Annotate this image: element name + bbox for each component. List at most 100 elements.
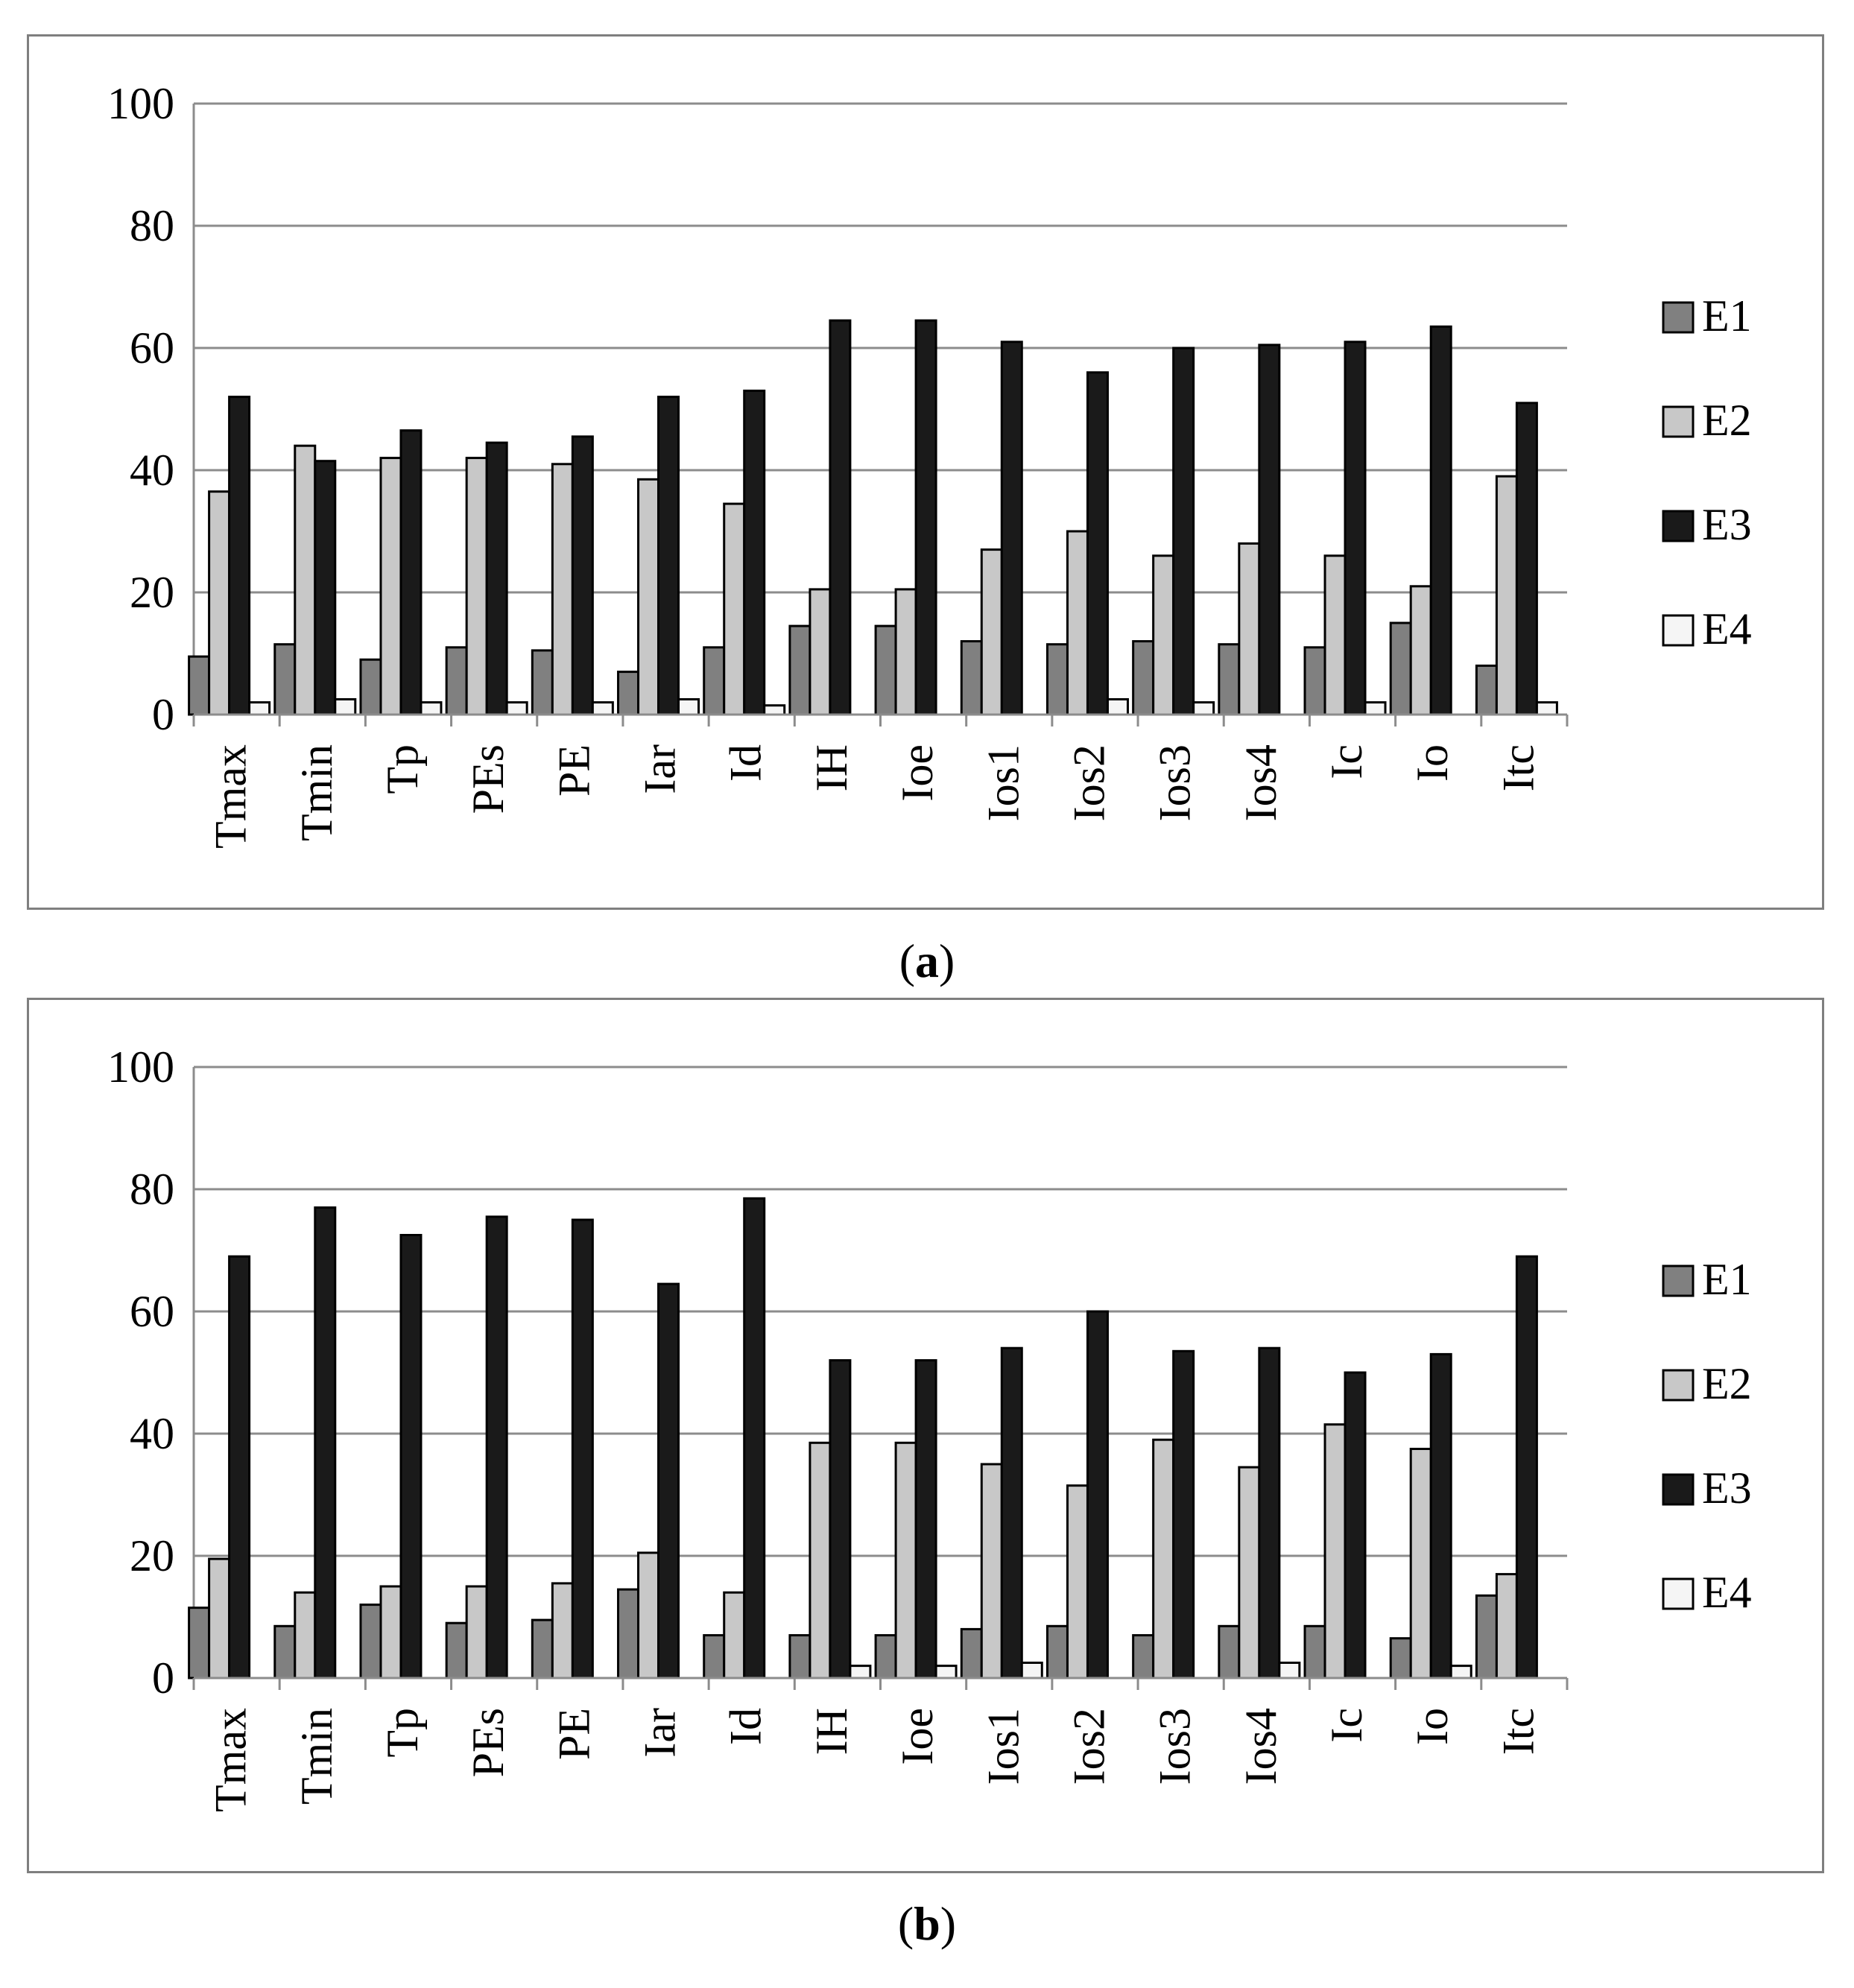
legend-swatch-e2 <box>1662 1369 1695 1402</box>
legend-swatch-e4 <box>1662 614 1695 647</box>
legend-swatch-e2 <box>1662 405 1695 438</box>
bar-e3-ih <box>829 1359 852 1680</box>
bar-e1-ioe <box>874 1634 897 1680</box>
bar-e2-ios3 <box>1152 554 1175 716</box>
legend-label-e2: E2 <box>1702 1359 1752 1408</box>
x-tick-label: Tmax <box>206 744 256 849</box>
bar-e3-ic <box>1344 341 1367 716</box>
bar-e3-ios1 <box>1000 341 1023 716</box>
bar-e1-ios3 <box>1132 640 1155 716</box>
bar-e3-io <box>1429 1352 1452 1680</box>
bar-e3-ios1 <box>1000 1346 1023 1680</box>
bar-e1-tmax <box>188 1606 211 1680</box>
x-tick-label: PEs <box>464 1708 513 1777</box>
x-tick-label: Tmin <box>292 1708 341 1805</box>
x-tick-label: Ios2 <box>1064 744 1113 821</box>
bar-e1-ios4 <box>1218 643 1241 716</box>
bar-e1-itc <box>1475 664 1498 716</box>
y-tick-label: 0 <box>152 1653 174 1703</box>
bar-e2-ios3 <box>1152 1438 1175 1680</box>
x-tick-label: Itc <box>1493 744 1543 791</box>
bar-e1-ic <box>1303 646 1326 716</box>
x-tick-label: PEs <box>464 744 513 814</box>
bar-e1-pes <box>445 646 468 716</box>
bar-e3-iar <box>657 1282 680 1680</box>
x-tick-label: Itc <box>1493 1708 1543 1755</box>
bar-e2-tmin <box>294 444 317 716</box>
y-tick-label: 40 <box>130 446 174 495</box>
bar-chart-a: 0 20 40 60 80 100 Tmax Tmin Tp PEs PE Iar Id IH Ioe Ios… <box>107 79 1752 849</box>
bar-e3-pe <box>571 435 594 716</box>
bar-e3-tp <box>399 429 423 716</box>
bar-e1-iar <box>617 1588 640 1680</box>
legend-label-e4: E4 <box>1702 1568 1752 1617</box>
y-tick-label: 60 <box>130 1287 174 1336</box>
bar-e3-pe <box>571 1218 594 1680</box>
bar-e3-ios4 <box>1258 344 1281 716</box>
bar-e2-iar <box>637 478 660 716</box>
bar-e3-pes <box>485 1215 508 1680</box>
bar-e2-ic <box>1323 1423 1347 1680</box>
bar-e2-itc <box>1495 475 1518 716</box>
y-tick-label: 80 <box>130 1165 174 1214</box>
legend-swatch-e3 <box>1662 510 1695 542</box>
bar-e2-ios4 <box>1238 1466 1261 1680</box>
bar-e3-tmax <box>228 1255 251 1680</box>
bar-e1-ioe <box>874 624 897 716</box>
x-tick-label: Ios1 <box>978 744 1028 821</box>
panel-caption-a: (a) <box>899 934 955 987</box>
bar-e2-ios1 <box>980 1463 1003 1680</box>
bar-e2-ioe <box>894 588 917 716</box>
bar-e2-io <box>1409 585 1432 716</box>
bar-e1-ih <box>788 1634 811 1680</box>
x-tick-label: PE <box>549 1708 598 1760</box>
bar-e4-io <box>1449 1665 1472 1680</box>
bar-e2-pes <box>465 457 488 716</box>
x-tick-label: Ios3 <box>1151 744 1200 821</box>
legend-label-e2: E2 <box>1702 396 1752 445</box>
bar-e3-pes <box>485 441 508 716</box>
bar-e4-id <box>763 704 786 716</box>
bar-e2-io <box>1409 1448 1432 1680</box>
x-tick-label: Io <box>1408 744 1457 782</box>
bar-e4-pe <box>591 701 614 716</box>
bar-e3-ioe <box>914 1359 937 1680</box>
legend-label-e1: E1 <box>1702 1255 1752 1304</box>
bar-e4-tmax <box>248 701 271 716</box>
x-tick-label: Id <box>721 744 771 782</box>
x-tick-label: Ios1 <box>978 1708 1028 1785</box>
bar-e4-ioe <box>934 1665 958 1680</box>
bar-e1-ic <box>1303 1624 1326 1680</box>
bar-e1-ios3 <box>1132 1634 1155 1680</box>
bar-e4-iar <box>677 698 700 716</box>
legend-label-e1: E1 <box>1702 291 1752 341</box>
y-tick-label: 100 <box>107 79 174 128</box>
legend-swatch-e1 <box>1662 301 1695 334</box>
legend-swatch-e1 <box>1662 1264 1695 1297</box>
bar-e4-tmin <box>334 698 357 716</box>
x-tick-label: Ic <box>1322 744 1371 779</box>
x-tick-label: Id <box>721 1708 771 1745</box>
x-tick-label: Ioe <box>893 744 942 802</box>
bar-e2-tmin <box>294 1591 317 1680</box>
bar-e1-tp <box>359 1604 382 1680</box>
legend-swatch-e4 <box>1662 1577 1695 1610</box>
bar-e3-tmin <box>314 1206 337 1680</box>
bar-e2-ioe <box>894 1441 917 1680</box>
x-tick-label: Ioe <box>893 1708 942 1765</box>
bar-e4-ih <box>849 1665 872 1680</box>
bar-e4-itc <box>1535 701 1558 716</box>
x-tick-label: Tp <box>378 744 427 794</box>
x-tick-label: Iar <box>636 744 685 794</box>
bar-e3-ios2 <box>1086 371 1109 716</box>
bar-e3-id <box>743 1197 766 1680</box>
bar-e1-io <box>1389 621 1412 716</box>
bar-e4-ic <box>1364 701 1387 716</box>
bar-e1-itc <box>1475 1594 1498 1680</box>
bar-e4-ios2 <box>1106 698 1129 716</box>
bar-e4-ios3 <box>1192 701 1215 716</box>
bar-e3-tmin <box>314 460 337 716</box>
bar-e3-itc <box>1515 402 1538 716</box>
x-tick-label: Ios3 <box>1151 1708 1200 1785</box>
x-tick-label: Ios2 <box>1064 1708 1113 1785</box>
